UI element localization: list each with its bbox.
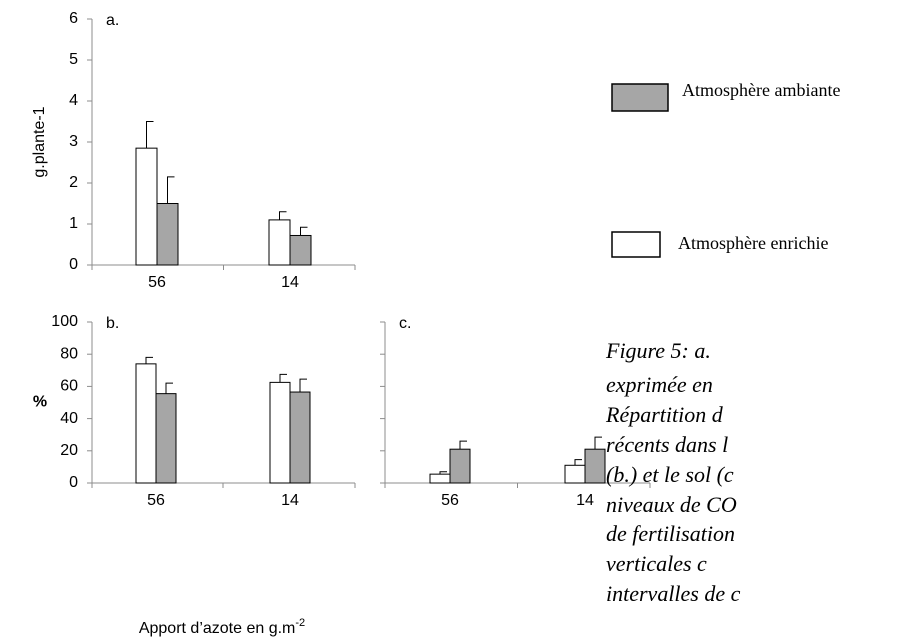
error-bar (165, 382, 173, 394)
error-bar (299, 378, 307, 393)
y-tick-label: 3 (69, 133, 78, 150)
y-tick-label: 0 (69, 256, 78, 273)
error-bar (167, 176, 175, 204)
bar (449, 448, 471, 484)
error-bar (279, 373, 287, 383)
y-tick-label: 1 (69, 215, 78, 232)
caption-line: de fertilisation (606, 521, 735, 546)
legend-label: Atmosphère ambiante (682, 80, 840, 100)
legend-swatch (611, 83, 669, 112)
caption-line: niveaux de CO (606, 492, 737, 517)
error-bar (279, 211, 287, 220)
bar (269, 381, 291, 484)
y-axis-label: g.plante-1 (31, 106, 48, 177)
x-tick-label: 14 (576, 492, 594, 509)
x-axis-label-sup: -2 (295, 617, 305, 629)
caption-line: récents dans l (606, 432, 728, 457)
y-tick-label: 80 (60, 345, 78, 362)
y-tick-label: 6 (69, 10, 78, 27)
caption-line: Répartition d (605, 402, 724, 427)
x-axis-label: Apport d’azote en g.m-2 (139, 617, 305, 637)
x-tick-label: 14 (281, 492, 299, 509)
y-axis-label: % (33, 394, 47, 411)
bar (584, 448, 606, 484)
bar (429, 473, 451, 484)
error-bar (146, 121, 154, 149)
panel-label: c. (399, 315, 411, 332)
y-tick-label: 2 (69, 174, 78, 191)
caption-line: exprimée en (606, 372, 713, 397)
y-tick-label: 100 (51, 313, 78, 330)
caption-line: (b.) et le sol (c (606, 462, 734, 487)
caption-line: verticales c (606, 551, 707, 576)
bar (156, 203, 179, 266)
error-bar (594, 436, 602, 450)
y-tick-label: 40 (60, 410, 78, 427)
panel-label: b. (106, 315, 119, 332)
x-axis-label-text: Apport d’azote en g.m (139, 620, 296, 637)
bar (135, 147, 158, 266)
y-tick-label: 20 (60, 442, 78, 459)
y-tick-label: 5 (69, 51, 78, 68)
y-tick-label: 60 (60, 378, 78, 395)
x-tick-label: 56 (148, 274, 166, 291)
y-tick-label: 4 (69, 92, 78, 109)
caption-line: intervalles de c (606, 581, 741, 606)
legend-swatch (611, 231, 661, 258)
bar (564, 464, 586, 484)
error-bar (145, 356, 153, 364)
legend-label: Atmosphère enrichie (678, 233, 828, 253)
error-bar (459, 440, 467, 450)
y-tick-label: 0 (69, 474, 78, 491)
error-bar (439, 471, 447, 475)
bar (135, 363, 157, 484)
bar (155, 393, 177, 484)
bar (289, 391, 311, 484)
caption-line: Figure 5: a. (605, 338, 711, 363)
x-tick-label: 56 (441, 492, 459, 509)
error-bar (300, 226, 308, 236)
x-tick-label: 14 (281, 274, 299, 291)
error-bar (574, 459, 582, 466)
x-tick-label: 56 (147, 492, 165, 509)
panel-label: a. (106, 12, 119, 29)
bar (289, 234, 312, 266)
bar (268, 219, 291, 266)
